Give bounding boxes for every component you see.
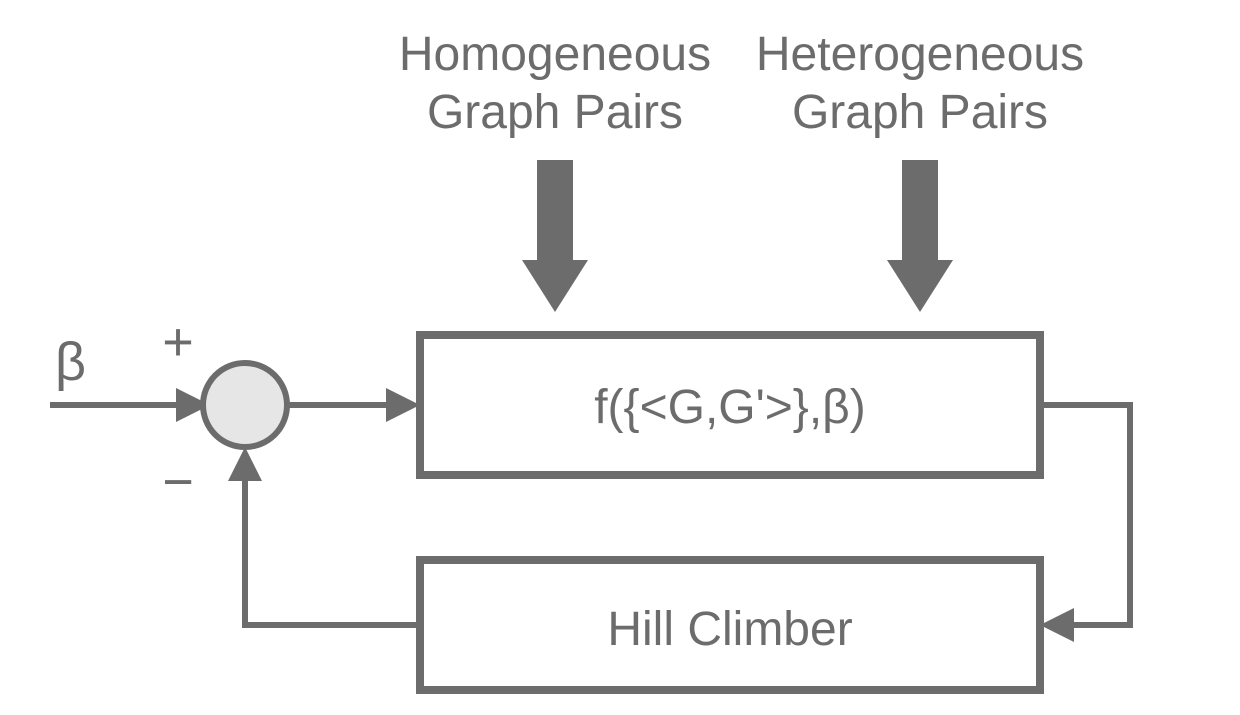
- minus-sign: −: [162, 452, 194, 512]
- summing-junction: [203, 363, 287, 447]
- heterogeneous-arrow-icon: [887, 160, 953, 312]
- hill-climber-label: Hill Climber: [607, 603, 852, 656]
- beta-input-label: β: [55, 332, 86, 392]
- plus-sign: +: [162, 312, 194, 372]
- arrowhead-icon: [228, 447, 262, 481]
- heterogeneous-label-line1: Heterogeneous: [756, 28, 1084, 81]
- heterogeneous-label-line2: Graph Pairs: [792, 86, 1048, 139]
- edge-func-to-hill: [1040, 405, 1130, 625]
- arrowhead-icon: [386, 388, 420, 422]
- block-diagram: Homogeneous Graph Pairs Heterogeneous Gr…: [0, 0, 1240, 715]
- edge-hill-to-sum: [245, 462, 420, 625]
- function-block-label: f({<G,G'>},β): [594, 381, 866, 434]
- homogeneous-arrow-icon: [522, 160, 588, 312]
- homogeneous-label-line1: Homogeneous: [399, 28, 711, 81]
- homogeneous-label-line2: Graph Pairs: [427, 86, 683, 139]
- arrowhead-icon: [1040, 608, 1074, 642]
